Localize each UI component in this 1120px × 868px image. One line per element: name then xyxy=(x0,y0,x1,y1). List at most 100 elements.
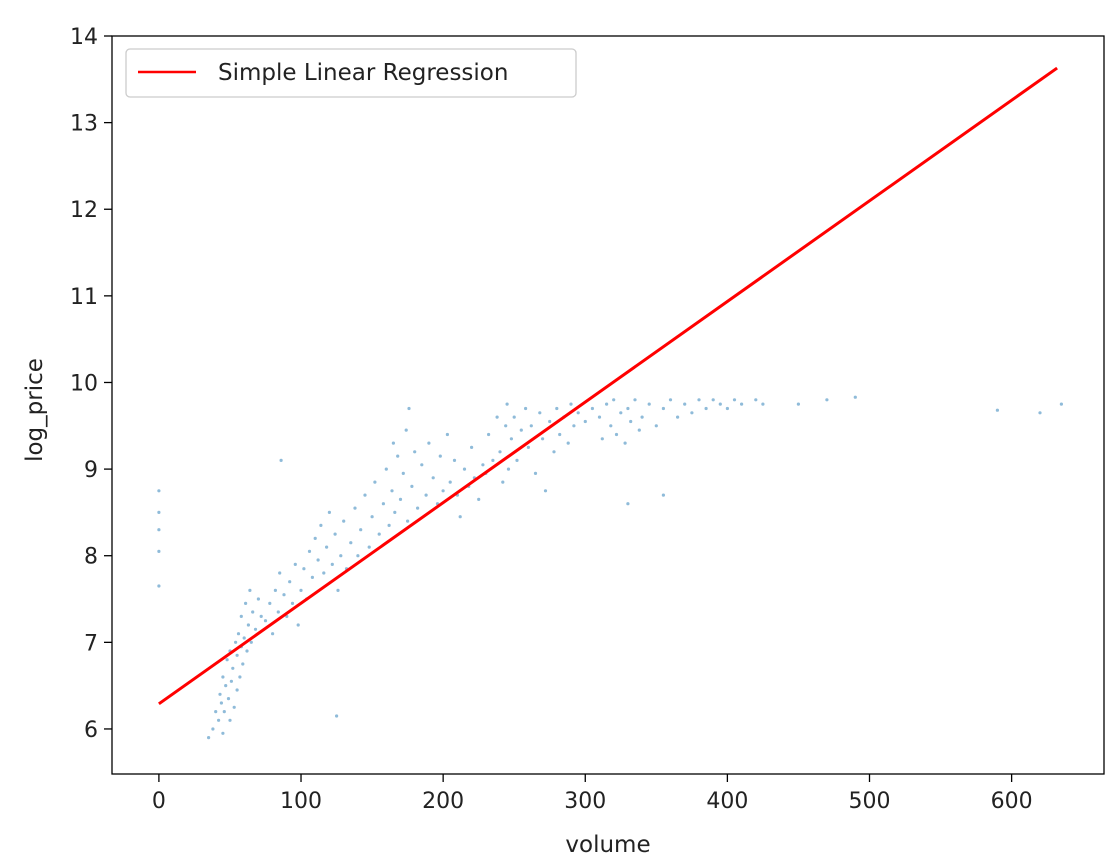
scatter-point xyxy=(718,402,722,406)
scatter-point xyxy=(279,458,283,462)
x-axis-label: volume xyxy=(565,832,650,858)
scatter-point xyxy=(629,419,633,424)
scatter-point xyxy=(235,688,239,692)
scatter-point xyxy=(293,562,297,567)
scatter-point xyxy=(319,523,323,528)
scatter-point xyxy=(404,428,408,432)
y-tick-label: 7 xyxy=(84,631,98,656)
scatter-point xyxy=(597,415,602,419)
scatter-point xyxy=(683,402,687,406)
scatter-point xyxy=(221,675,225,679)
scatter-point xyxy=(438,454,442,458)
x-tick-label: 0 xyxy=(152,789,166,814)
scatter-point xyxy=(416,506,420,510)
scatter-point xyxy=(410,484,414,488)
scatter-point xyxy=(299,588,303,593)
scatter-point xyxy=(740,402,744,406)
x-axis: 0 100 200 300 400 500 600 xyxy=(152,774,1033,814)
scatter-point xyxy=(452,458,457,462)
scatter-point xyxy=(393,510,397,514)
x-tick-label: 400 xyxy=(706,789,748,814)
y-axis-label: log_price xyxy=(22,358,48,462)
scatter-point xyxy=(236,632,241,636)
scatter-point xyxy=(245,649,249,653)
scatter-point xyxy=(335,714,339,718)
scatter-point xyxy=(225,658,229,662)
scatter-point xyxy=(623,441,627,445)
y-tick-label: 9 xyxy=(84,458,98,483)
scatter-point xyxy=(552,450,556,454)
scatter-point xyxy=(396,454,400,458)
scatter-point xyxy=(504,424,508,428)
scatter-point xyxy=(676,415,680,419)
scatter-point xyxy=(555,406,559,411)
scatter-point xyxy=(995,408,1000,412)
y-tick-label: 14 xyxy=(70,25,98,50)
scatter-point xyxy=(407,406,411,411)
scatter-point xyxy=(640,415,644,419)
scatter-point xyxy=(239,614,243,619)
scatter-point xyxy=(302,567,306,571)
scatter-point xyxy=(251,610,255,614)
regression-line xyxy=(158,66,1058,706)
y-tick-label: 13 xyxy=(70,112,98,137)
scatter-point xyxy=(211,727,215,731)
scatter-point xyxy=(387,523,391,528)
scatter-point xyxy=(322,571,326,575)
scatter-point xyxy=(458,515,462,519)
scatter-point xyxy=(290,601,295,606)
scatter-point xyxy=(491,458,495,462)
scatter-point xyxy=(477,497,481,501)
scatter-point xyxy=(853,395,857,399)
scatter-point xyxy=(524,406,528,411)
scatter-point xyxy=(214,710,218,714)
scatter-point xyxy=(263,619,268,623)
scatter-point xyxy=(349,541,353,545)
scatter-point xyxy=(626,502,630,506)
scatter-point xyxy=(519,428,523,432)
scatter-point xyxy=(825,398,829,402)
scatter-point xyxy=(218,692,222,696)
scatter-point xyxy=(242,636,246,640)
scatter-point xyxy=(330,562,334,567)
scatter-point xyxy=(711,398,715,402)
scatter-point xyxy=(626,406,630,411)
scatter-point xyxy=(248,588,252,593)
scatter-point xyxy=(704,406,708,411)
y-tick-label: 11 xyxy=(70,285,98,310)
scatter-point xyxy=(661,493,666,497)
scatter-point xyxy=(661,406,666,411)
scatter-point xyxy=(526,445,531,449)
scatter-point xyxy=(273,588,277,593)
scatter-point xyxy=(637,428,641,432)
scatter-point xyxy=(612,398,616,402)
scatter-point xyxy=(495,415,499,419)
x-tick-label: 200 xyxy=(422,789,464,814)
scatter-point xyxy=(244,601,248,606)
scatter-point xyxy=(235,653,239,657)
scatter-point xyxy=(367,545,371,549)
scatter-point xyxy=(377,532,381,536)
scatter-point xyxy=(363,493,367,497)
scatter-point xyxy=(268,601,272,606)
scatter-point xyxy=(207,736,211,740)
legend-label: Simple Linear Regression xyxy=(218,60,508,86)
scatter-point xyxy=(390,489,394,493)
scatter-point xyxy=(654,424,658,428)
y-tick-label: 6 xyxy=(84,718,98,743)
scatter-point xyxy=(157,510,161,514)
x-tick-label: 300 xyxy=(564,789,606,814)
scatter-point xyxy=(406,519,410,523)
scatter-point xyxy=(732,398,737,402)
scatter-point xyxy=(157,489,161,493)
scatter-point xyxy=(690,411,694,415)
scatter-point xyxy=(487,432,491,437)
scatter-point xyxy=(566,441,570,445)
scatter-point xyxy=(401,471,405,475)
scatter-point xyxy=(307,549,312,554)
x-tick-label: 600 xyxy=(991,789,1033,814)
scatter-point xyxy=(384,467,388,471)
scatter-point xyxy=(529,424,533,428)
scatter-point xyxy=(217,718,221,722)
scatter-point xyxy=(296,623,300,627)
